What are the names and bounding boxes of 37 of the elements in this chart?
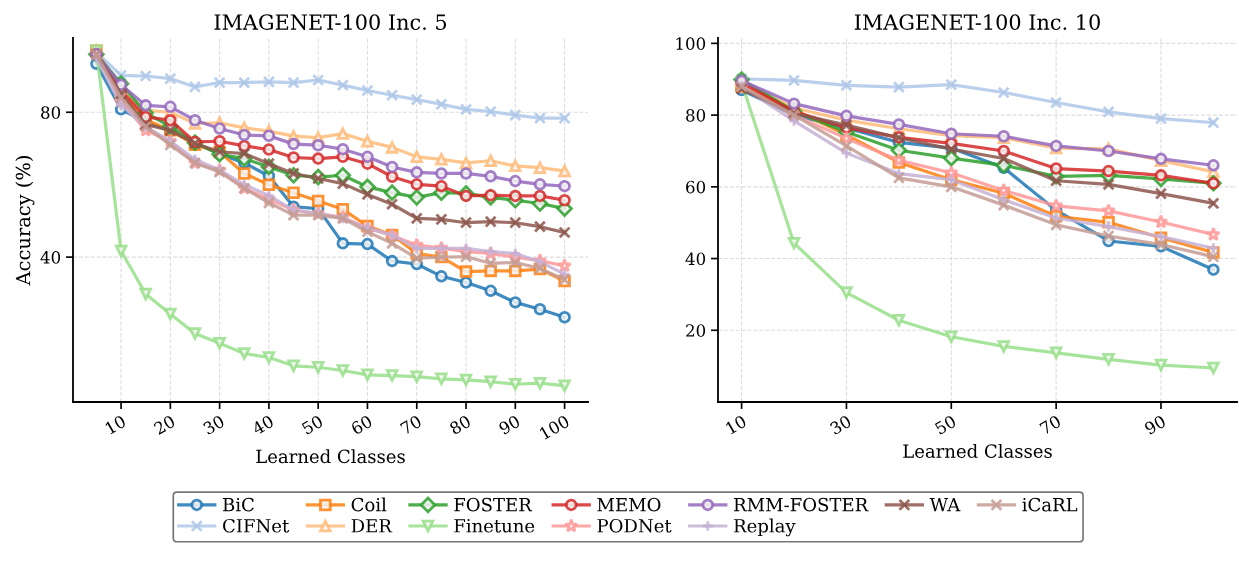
legend-label: Replay [734, 518, 796, 537]
x-axis-title: Learned Classes [256, 449, 405, 464]
x-tick-label: 10 [104, 414, 127, 435]
x-tick-label: 70 [1039, 414, 1062, 435]
y-tick-label: 20 [686, 324, 706, 337]
y-tick-label: 60 [686, 180, 706, 194]
x-tick-label: 50 [934, 414, 957, 435]
x-tick-label: 30 [829, 414, 852, 435]
legend-label: Finetune [454, 519, 535, 533]
legend-label: BiC [223, 497, 254, 512]
legend-label: Coil [351, 497, 387, 512]
chart-title: IMAGENET-100 Inc. 5 [214, 14, 447, 30]
x-tick-label: 100 [538, 414, 571, 440]
x-tick-label: 30 [202, 414, 226, 435]
x-tick-label: 70 [399, 414, 423, 435]
x-tick-label: 60 [350, 414, 373, 436]
y-tick-label: 40 [685, 252, 706, 266]
y-tick-label: 80 [686, 109, 706, 122]
legend-label: FOSTER [454, 497, 533, 512]
x-tick-label: 90 [498, 414, 521, 436]
x-tick-label: 40 [251, 414, 275, 436]
y-axis-title: Accuracy (%) [15, 156, 35, 286]
x-tick-label: 80 [448, 414, 472, 436]
x-tick-label: 50 [301, 414, 324, 435]
legend-label: RMM-FOSTER [734, 497, 869, 512]
x-tick-label: 10 [725, 414, 748, 435]
legend-label: PODNet [597, 518, 672, 533]
x-axis-title: Learned Classes [903, 443, 1052, 458]
legend-label: DER [351, 519, 393, 533]
chart-title: IMAGENET-100 Inc. 10 [854, 14, 1100, 30]
y-tick-label: 100 [676, 37, 706, 50]
legend-label: MEMO [597, 497, 661, 512]
legend-label: CIFNet [223, 518, 290, 533]
x-tick-label: 20 [153, 414, 176, 436]
legend-label: iCaRL [1022, 497, 1078, 512]
legend-label: WA [929, 498, 961, 512]
x-tick-label: 90 [1143, 414, 1167, 436]
